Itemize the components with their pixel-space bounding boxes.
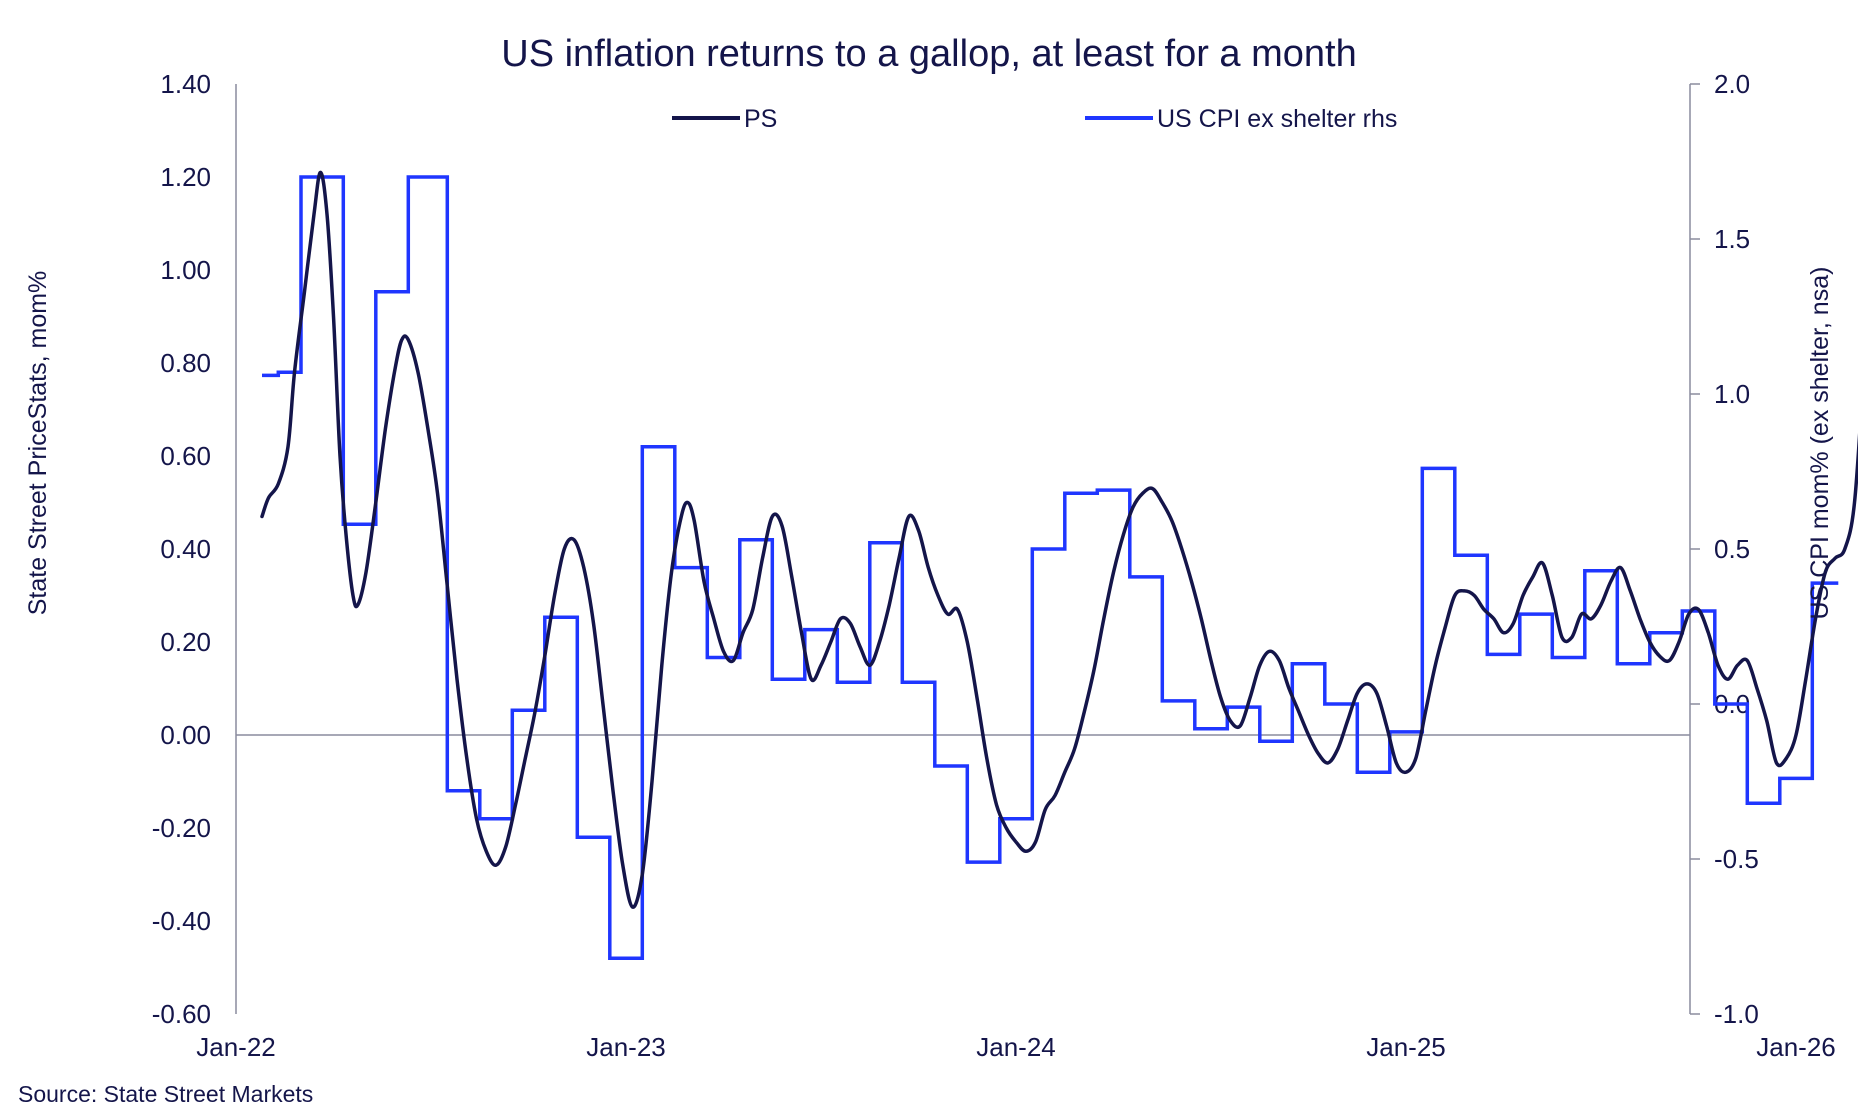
left-y-tick-label: -0.60 (152, 999, 211, 1029)
x-tick-label: Jan-22 (196, 1032, 276, 1062)
right-y-tick-label: 0.5 (1714, 534, 1750, 564)
chart-title: US inflation returns to a gallop, at lea… (501, 33, 1356, 75)
right-y-tick-label: 1.0 (1714, 379, 1750, 409)
right-y-tick-label: 2.0 (1714, 69, 1750, 99)
left-y-tick-label: -0.40 (152, 906, 211, 936)
left-y-tick-label: 0.80 (160, 348, 211, 378)
right-y-axis-ticks: 2.01.51.00.50.0-0.5-1.0 (1690, 69, 1759, 1029)
left-y-tick-label: 0.20 (160, 627, 211, 657)
left-y-tick-label: 0.40 (160, 534, 211, 564)
series-ps-line (260, 170, 1858, 909)
legend-label-ps: PS (744, 105, 777, 133)
series-layer (260, 170, 1858, 960)
x-tick-label: Jan-23 (586, 1032, 666, 1062)
left-y-axis-title: State Street PriceStats, mom% (24, 271, 52, 616)
source-note: Source: State Street Markets (18, 1081, 313, 1107)
right-y-tick-label: 1.5 (1714, 224, 1750, 254)
series-cpi-ex-shelter-line (262, 175, 1839, 960)
left-y-axis-ticks: 1.40 1.20 1.00 0.80 0.60 0.40 0.20 0.00 -0.20 -0.… (152, 69, 211, 1029)
right-y-tick-label: -0.5 (1714, 844, 1759, 874)
left-y-tick-label: 1.00 (160, 255, 211, 285)
left-y-tick-label: 1.40 (160, 69, 211, 99)
x-tick-label: Jan-25 (1366, 1032, 1446, 1062)
legend-label-cpi: US CPI ex shelter rhs (1157, 105, 1397, 133)
right-y-tick-label: -1.0 (1714, 999, 1759, 1029)
left-y-tick-label: 0.00 (160, 720, 211, 750)
left-y-tick-label: 0.60 (160, 441, 211, 471)
x-tick-label: Jan-26 (1756, 1032, 1836, 1062)
right-y-axis-title: US CPI mom% (ex shelter, nsa) (1806, 267, 1834, 620)
left-y-tick-label: 1.20 (160, 162, 211, 192)
x-axis-ticks: Jan-22 Jan-23 Jan-24 Jan-25 Jan-26 (196, 1032, 1836, 1062)
legend: PS US CPI ex shelter rhs (672, 105, 1397, 133)
axes (235, 84, 1691, 1014)
x-tick-label: Jan-24 (976, 1032, 1056, 1062)
left-y-tick-label: -0.20 (152, 813, 211, 843)
